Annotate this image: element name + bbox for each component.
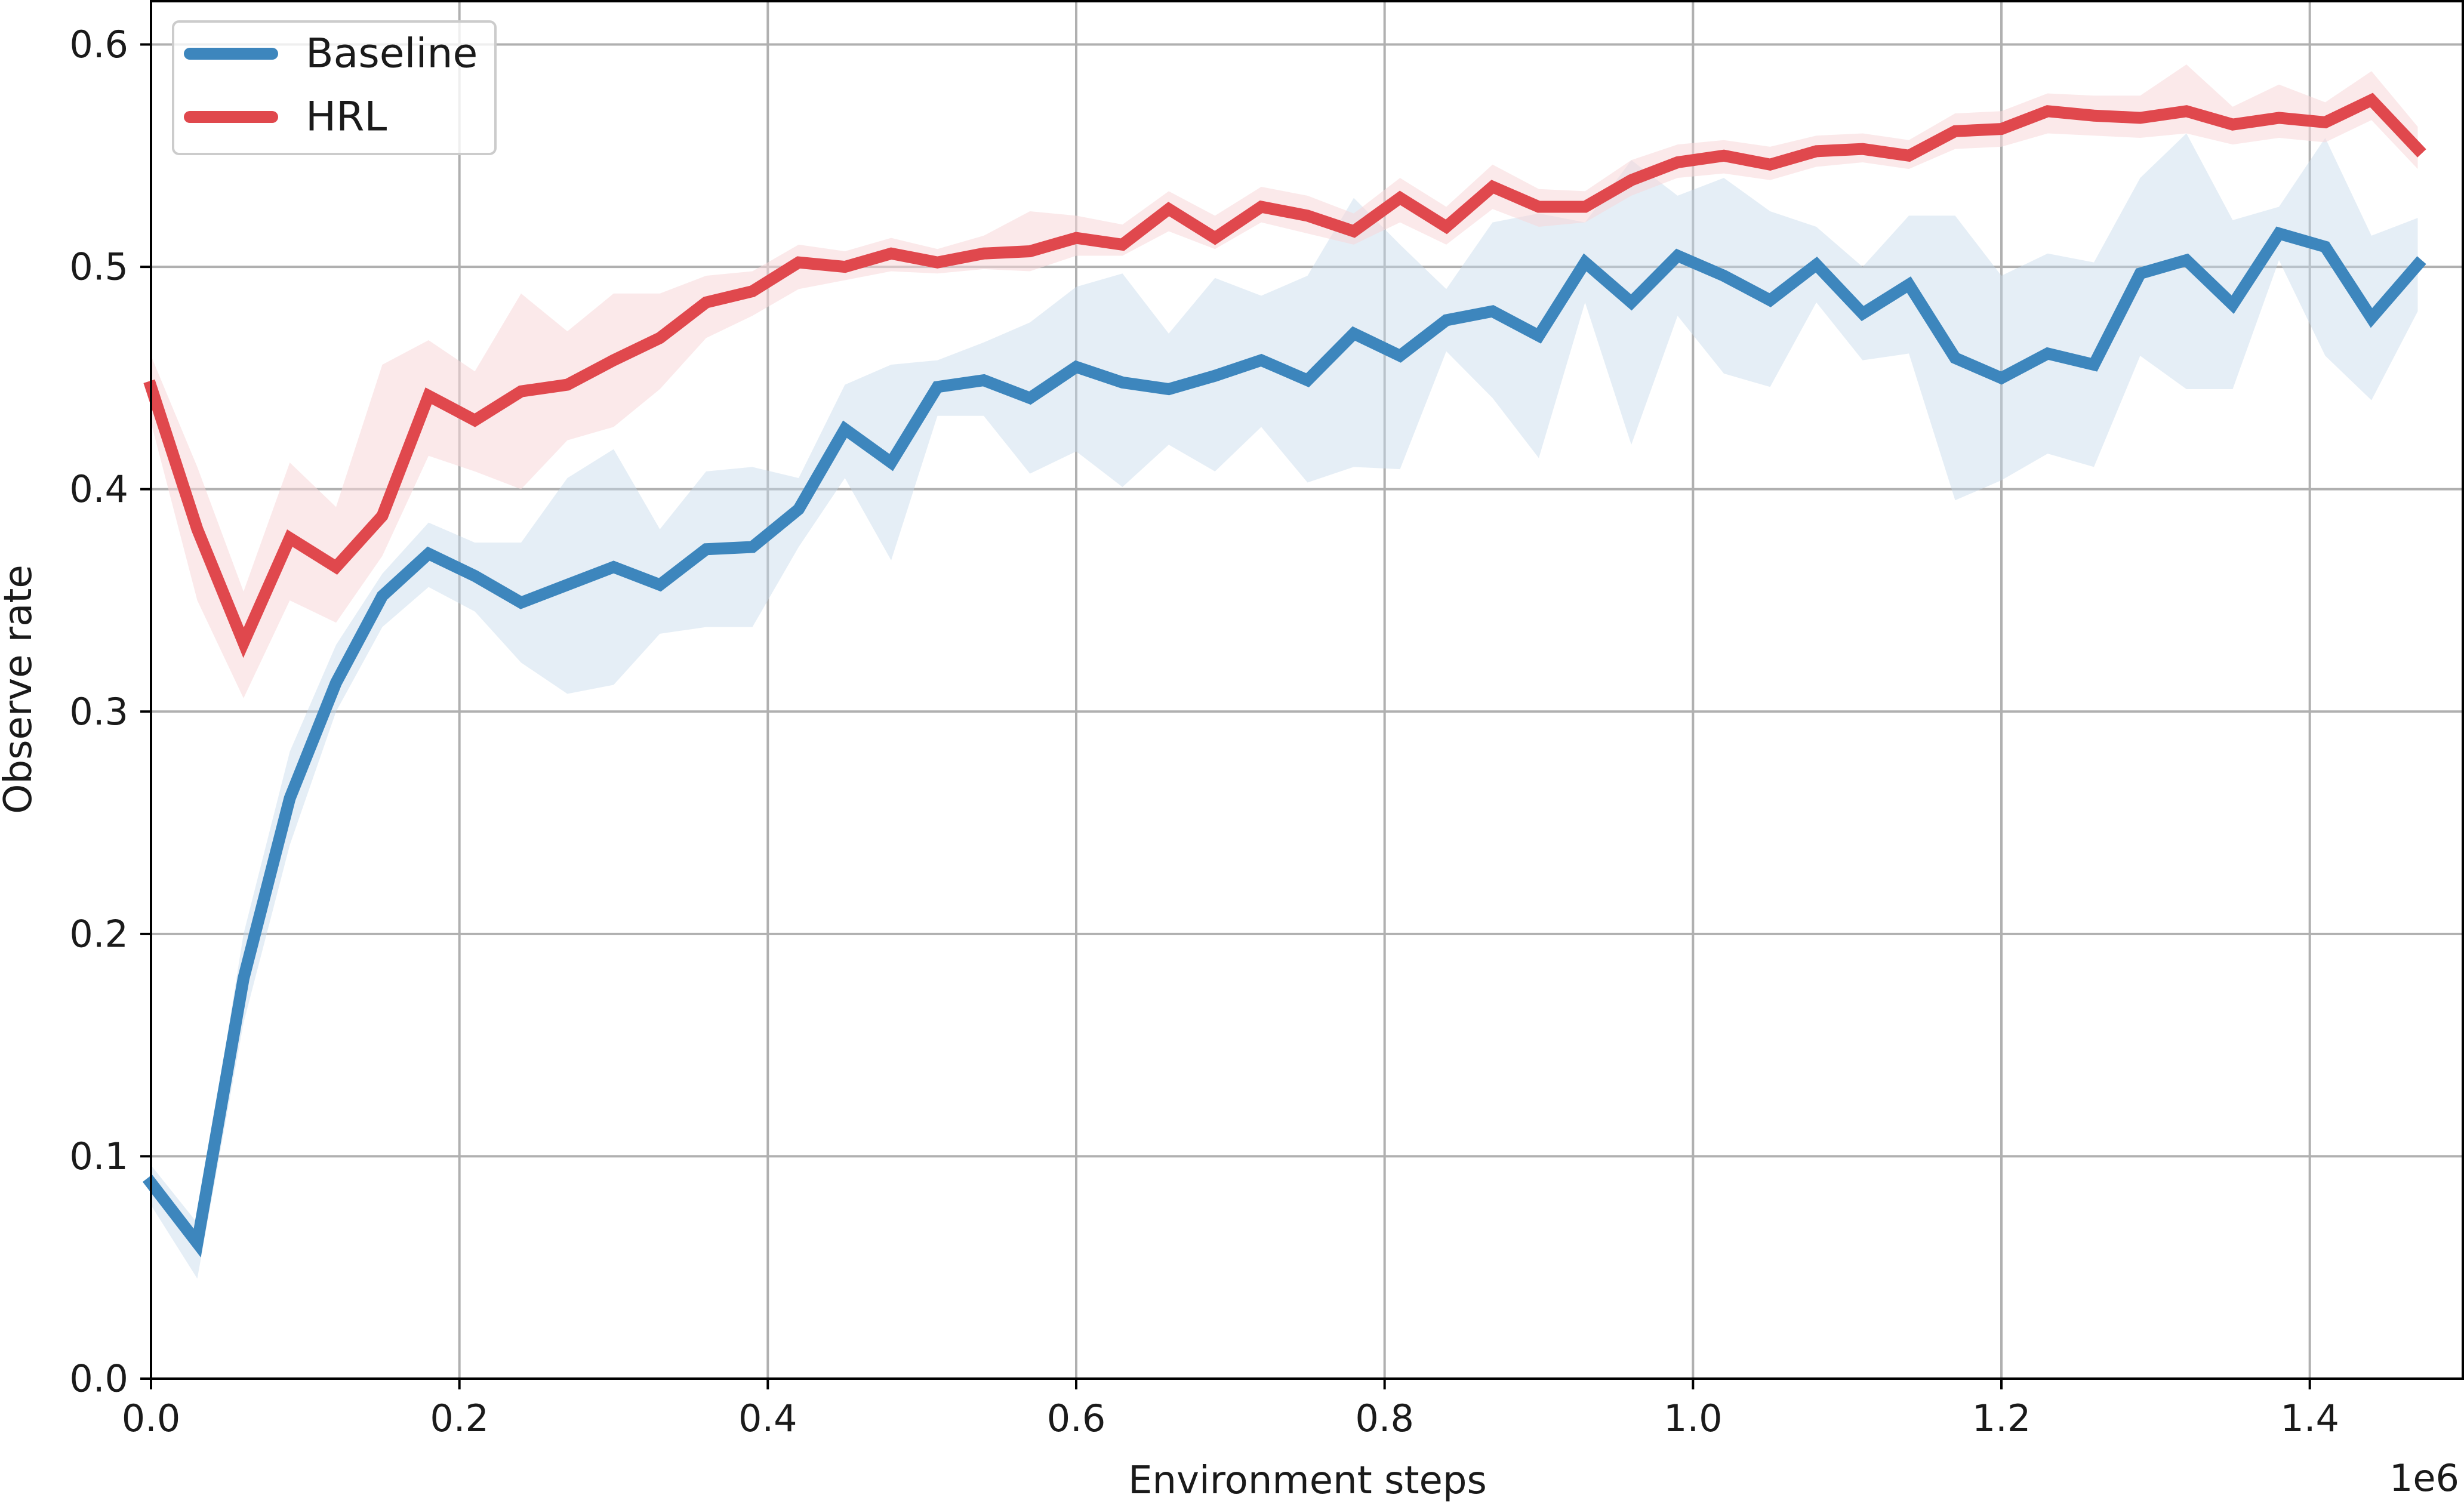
data-point-baseline [1862, 313, 1863, 314]
y-tick-label: 0.5 [69, 245, 128, 289]
data-point-hrl [752, 291, 753, 292]
data-point-baseline [1076, 366, 1077, 367]
plot-frame [150, 0, 2464, 1380]
y-tick-label: 0.4 [69, 467, 128, 511]
data-point-baseline [521, 602, 522, 603]
data-point-hrl [2001, 129, 2002, 130]
axis-ticks: 0.0 0.2 0.4 0.6 0.8 1.0 1.2 1.4 0.0 0.1 0.2 0.3 0.4 0… [69, 23, 2339, 1440]
data-point-hrl [2047, 111, 2048, 112]
x-tick-label: 0.2 [430, 1397, 489, 1440]
x-tick-label: 0.6 [1047, 1397, 1106, 1440]
x-tick-label: 0.8 [1355, 1397, 1414, 1440]
data-point-baseline [1631, 302, 1632, 303]
data-point-baseline [567, 584, 568, 585]
legend-label-hrl: HRL [306, 94, 387, 141]
data-point-hrl [1816, 151, 1817, 152]
data-point-hrl [521, 391, 522, 392]
data-point-baseline [1307, 380, 1308, 381]
data-point-baseline [1122, 382, 1123, 383]
confidence-bands [151, 64, 2418, 1279]
x-tick-label: 0.4 [738, 1397, 797, 1440]
data-point-baseline [1492, 311, 1493, 312]
y-tick-label: 0.2 [69, 912, 128, 956]
data-point-baseline [2417, 264, 2418, 265]
data-point-hrl [1492, 186, 1493, 187]
data-point-baseline [2325, 246, 2326, 247]
x-axis-title: Environment steps [1128, 1459, 1487, 1503]
data-point-hrl [1307, 215, 1308, 216]
data-point-hrl [567, 384, 568, 385]
data-point-baseline [706, 549, 707, 550]
y-tick-label: 0.6 [69, 23, 128, 66]
data-point-hrl [706, 302, 707, 303]
data-point-hrl [2232, 124, 2233, 125]
data-point-hrl [336, 567, 337, 568]
y-tick-label: 0.0 [69, 1357, 128, 1401]
data-point-hrl [2186, 111, 2187, 112]
data-point-baseline [1677, 255, 1678, 256]
x-tick-label: 0.0 [122, 1397, 181, 1440]
x-tick-label: 1.0 [1664, 1397, 1723, 1440]
data-point-hrl [937, 262, 938, 263]
data-point-baseline [2232, 304, 2233, 305]
data-point-baseline [336, 682, 337, 683]
legend-label-baseline: Baseline [306, 30, 478, 78]
data-point-hrl [891, 253, 892, 254]
series-line-hrl [143, 93, 2426, 658]
series-lines [142, 93, 2426, 1258]
data-point-baseline [891, 462, 892, 463]
data-point-hrl [1122, 244, 1123, 245]
data-point-baseline [2047, 353, 2048, 354]
y-tick-label: 0.3 [69, 690, 128, 733]
legend: Baseline HRL [172, 20, 497, 155]
data-point-baseline [2279, 233, 2280, 234]
data-point-hrl [2094, 115, 2095, 116]
data-point-baseline [289, 798, 290, 799]
band-baseline [151, 133, 2418, 1279]
y-axis-title: Observe rate [0, 565, 41, 814]
band-hrl [151, 64, 2418, 698]
y-tick-label: 0.1 [69, 1135, 128, 1178]
x-tick-label: 1.2 [1972, 1397, 2031, 1440]
x-axis-offset-label: 1e6 [2389, 1456, 2459, 1500]
series-line-baseline [142, 226, 2426, 1258]
data-point-baseline [1816, 264, 1817, 265]
x-tick-label: 1.4 [2280, 1397, 2339, 1440]
